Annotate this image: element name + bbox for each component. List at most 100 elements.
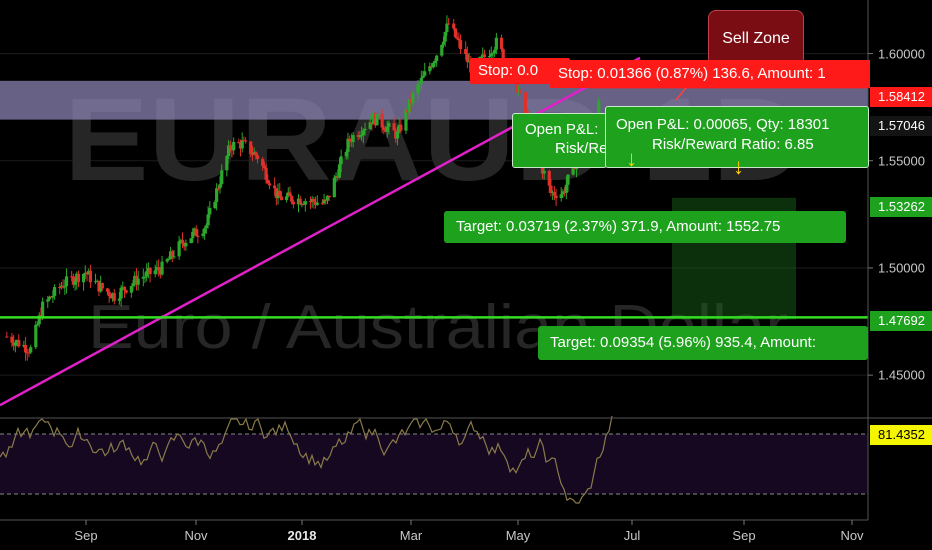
rsi-value-label: 81.4352 bbox=[870, 425, 932, 445]
candle-body bbox=[87, 270, 91, 275]
candle-body bbox=[182, 243, 186, 247]
candle-body bbox=[267, 183, 272, 186]
candle-body bbox=[10, 336, 14, 343]
axes bbox=[0, 0, 932, 525]
candle-body bbox=[203, 228, 207, 234]
candle-body bbox=[542, 170, 546, 174]
candle-body bbox=[35, 324, 40, 326]
candle-body bbox=[158, 270, 162, 275]
candle-body bbox=[418, 83, 422, 85]
candle-body bbox=[122, 286, 127, 291]
candle-body bbox=[47, 296, 52, 300]
candle-body bbox=[276, 190, 280, 199]
candle-body bbox=[59, 285, 64, 288]
candle-body bbox=[189, 238, 193, 243]
candle-body bbox=[230, 147, 234, 151]
candle-body bbox=[298, 198, 302, 205]
x-tick-label: 2018 bbox=[287, 528, 317, 543]
candle-body bbox=[487, 56, 492, 58]
candle-body bbox=[273, 185, 277, 189]
candle-body bbox=[228, 145, 232, 148]
candle-body bbox=[27, 352, 31, 354]
candle-body bbox=[99, 282, 103, 292]
down-arrow-icon: ↓ bbox=[733, 154, 744, 179]
candle-body bbox=[443, 32, 447, 42]
candle-body bbox=[368, 122, 372, 129]
candle-body bbox=[129, 286, 133, 293]
candle-body bbox=[332, 177, 336, 198]
candle-body bbox=[121, 286, 125, 288]
candle-body bbox=[237, 142, 241, 144]
candle-body bbox=[348, 138, 352, 141]
candle-body bbox=[250, 154, 255, 156]
candle-body bbox=[274, 188, 278, 199]
candle-body bbox=[361, 130, 365, 135]
candle-body bbox=[404, 109, 408, 131]
candle-body bbox=[554, 195, 558, 199]
candle-body bbox=[145, 271, 149, 277]
candle-body bbox=[13, 342, 17, 346]
candle-body bbox=[117, 298, 122, 301]
rsi-line bbox=[0, 415, 613, 504]
candle-body bbox=[63, 286, 67, 288]
candle-body bbox=[428, 66, 432, 72]
candle-body bbox=[549, 185, 553, 193]
candle-body bbox=[336, 176, 340, 178]
pnl-box-long: Open P&L: 0.00065, Qty: 18301 Risk/Rewar… bbox=[605, 106, 869, 168]
candle-body bbox=[146, 267, 151, 272]
candle-body bbox=[516, 91, 521, 93]
candle-body bbox=[375, 113, 379, 126]
candle-body bbox=[409, 99, 413, 104]
candle-body bbox=[360, 134, 364, 136]
candle-body bbox=[324, 199, 328, 201]
candle-body bbox=[458, 40, 463, 50]
candle-body bbox=[358, 135, 362, 137]
candle-body bbox=[264, 167, 268, 180]
candle-body bbox=[157, 267, 161, 271]
rsi-pane bbox=[0, 415, 868, 520]
candle-body bbox=[112, 293, 116, 301]
candle-body bbox=[308, 201, 313, 203]
candle-body bbox=[85, 272, 89, 275]
candle-body bbox=[467, 61, 471, 63]
candle-body bbox=[479, 56, 483, 58]
candle-body bbox=[196, 235, 200, 237]
candle-body bbox=[346, 138, 350, 153]
y-tick-label: 1.50000 bbox=[878, 260, 925, 276]
candle-body bbox=[394, 130, 398, 139]
candle-body bbox=[296, 198, 301, 205]
candle-body bbox=[160, 261, 164, 275]
x-tick-label: Jul bbox=[623, 528, 641, 543]
candle-body bbox=[244, 140, 248, 142]
candle-body bbox=[302, 203, 306, 205]
candle-body bbox=[279, 196, 284, 200]
candle-body bbox=[395, 131, 400, 139]
candle-body bbox=[148, 267, 152, 275]
candle-body bbox=[457, 38, 461, 41]
candle-body bbox=[334, 176, 338, 178]
candle-body bbox=[383, 130, 388, 132]
candle-body bbox=[51, 295, 55, 298]
candle-body bbox=[206, 214, 210, 226]
candle-body bbox=[220, 170, 224, 185]
candle-body bbox=[201, 233, 205, 236]
candle-body bbox=[385, 126, 389, 132]
candle-body bbox=[61, 285, 65, 288]
candle-body bbox=[46, 299, 50, 302]
candle-body bbox=[399, 124, 403, 131]
candle-body bbox=[242, 140, 246, 142]
candle-body bbox=[109, 296, 113, 299]
candle-body bbox=[310, 198, 314, 202]
candle-body bbox=[204, 225, 208, 229]
x-tick-label: May bbox=[505, 528, 531, 543]
candle-body bbox=[240, 140, 244, 149]
candle-body bbox=[177, 241, 181, 257]
candle-body bbox=[249, 141, 253, 155]
candle-body bbox=[344, 152, 348, 157]
candle-body bbox=[93, 281, 98, 283]
candle-body bbox=[64, 276, 69, 287]
candle-body bbox=[170, 251, 174, 257]
candle-body bbox=[423, 71, 427, 76]
candle-body bbox=[518, 91, 522, 93]
